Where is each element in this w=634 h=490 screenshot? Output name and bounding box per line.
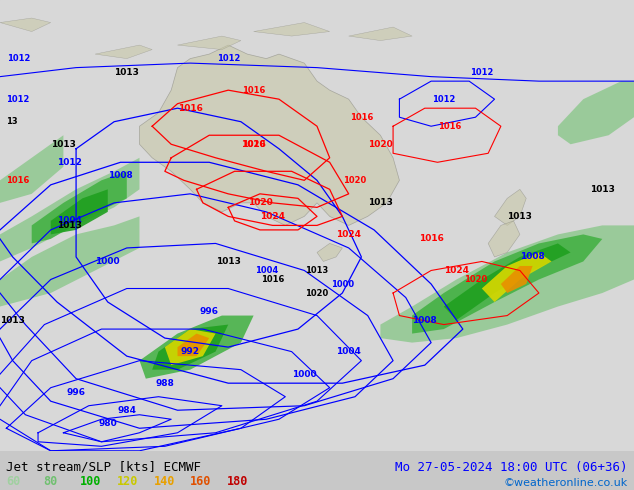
Text: 1016: 1016	[418, 234, 444, 244]
Polygon shape	[254, 23, 330, 36]
Text: 1016: 1016	[439, 122, 462, 131]
Polygon shape	[495, 189, 526, 225]
Text: 996: 996	[200, 307, 219, 316]
Polygon shape	[139, 316, 254, 379]
Text: 1004: 1004	[255, 266, 278, 275]
Text: ©weatheronline.co.uk: ©weatheronline.co.uk	[503, 478, 628, 488]
Text: 160: 160	[190, 475, 212, 488]
Text: 1000: 1000	[96, 257, 120, 266]
Text: 1013: 1013	[507, 212, 533, 221]
Polygon shape	[317, 244, 342, 262]
Polygon shape	[488, 221, 520, 257]
Text: 1012: 1012	[6, 95, 30, 104]
Text: 1024: 1024	[444, 266, 469, 275]
Text: 980: 980	[98, 419, 117, 428]
Polygon shape	[444, 244, 571, 320]
Text: 180: 180	[227, 475, 249, 488]
Text: 1013: 1013	[114, 68, 139, 76]
Text: 1013: 1013	[57, 221, 82, 230]
Text: 984: 984	[117, 406, 136, 415]
Text: 988: 988	[155, 379, 174, 388]
Polygon shape	[152, 324, 228, 369]
Text: 1008: 1008	[520, 252, 545, 262]
Text: 1016: 1016	[6, 176, 30, 185]
Polygon shape	[349, 27, 412, 41]
Polygon shape	[482, 252, 552, 302]
Text: 1000: 1000	[331, 279, 354, 289]
Text: 1016: 1016	[178, 104, 203, 113]
Text: 1013: 1013	[368, 198, 393, 207]
Text: 1004: 1004	[57, 217, 82, 225]
Text: 13: 13	[6, 117, 18, 126]
Text: 1024: 1024	[260, 212, 285, 221]
Text: 1000: 1000	[292, 369, 316, 379]
Text: 140: 140	[153, 475, 175, 488]
Text: 1020: 1020	[464, 275, 487, 284]
Text: 120: 120	[117, 475, 138, 488]
Text: 1024: 1024	[336, 230, 361, 239]
Polygon shape	[0, 217, 139, 307]
Polygon shape	[501, 266, 533, 293]
Text: 1020: 1020	[306, 289, 328, 297]
Text: 1012: 1012	[8, 54, 30, 63]
Polygon shape	[0, 18, 51, 31]
Text: 1016: 1016	[350, 113, 373, 122]
Text: 1013: 1013	[590, 185, 615, 194]
Text: 1016: 1016	[242, 86, 265, 95]
Text: 60: 60	[6, 475, 20, 488]
Text: Mo 27-05-2024 18:00 UTC (06+36): Mo 27-05-2024 18:00 UTC (06+36)	[395, 461, 628, 474]
Polygon shape	[0, 158, 139, 262]
Polygon shape	[178, 36, 241, 49]
Polygon shape	[558, 81, 634, 144]
Text: 1013: 1013	[51, 140, 76, 149]
Polygon shape	[32, 172, 127, 244]
Polygon shape	[95, 45, 152, 59]
Polygon shape	[165, 329, 216, 365]
Text: 1013: 1013	[306, 266, 328, 275]
Text: 1008: 1008	[412, 316, 437, 324]
Text: 1013: 1013	[216, 257, 241, 266]
Polygon shape	[412, 234, 602, 334]
Text: 1016: 1016	[261, 275, 284, 284]
Polygon shape	[380, 225, 634, 343]
Text: 1020: 1020	[368, 140, 393, 149]
Text: 1012: 1012	[57, 158, 82, 167]
Text: 1013: 1013	[0, 316, 25, 324]
Text: 1012: 1012	[432, 95, 455, 104]
Text: 1004: 1004	[336, 347, 361, 356]
Text: 1008: 1008	[108, 172, 133, 180]
Text: 992: 992	[181, 347, 200, 356]
Polygon shape	[51, 189, 108, 234]
Text: 1020: 1020	[242, 140, 265, 149]
Text: 1012: 1012	[470, 68, 493, 76]
Text: 100: 100	[80, 475, 101, 488]
Text: 1020: 1020	[344, 176, 366, 185]
Text: 1016: 1016	[241, 140, 266, 149]
Polygon shape	[178, 334, 209, 356]
Text: Jet stream/SLP [kts] ECMWF: Jet stream/SLP [kts] ECMWF	[6, 461, 202, 474]
Polygon shape	[139, 45, 399, 225]
Text: 80: 80	[43, 475, 57, 488]
Text: 996: 996	[67, 388, 86, 397]
Polygon shape	[0, 135, 63, 203]
Text: 1020: 1020	[247, 198, 273, 207]
Text: 1012: 1012	[217, 54, 240, 63]
